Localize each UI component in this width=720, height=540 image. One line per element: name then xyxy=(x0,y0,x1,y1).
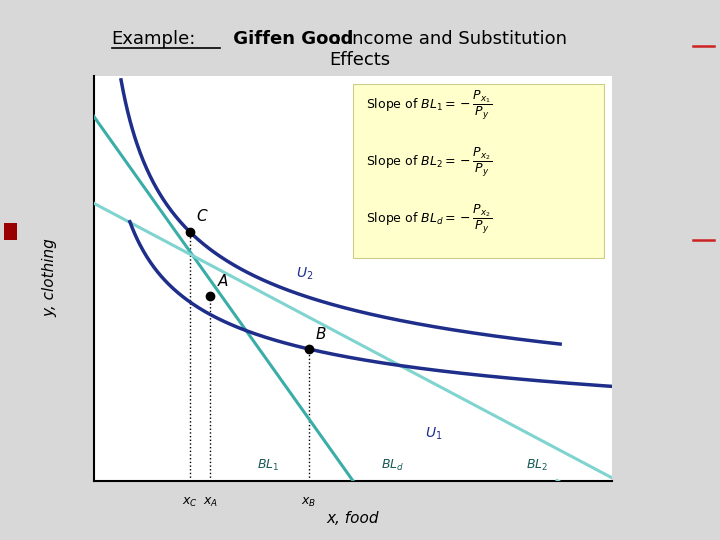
Text: Slope of $BL_1 = -\dfrac{P_{x_1}}{P_y}$: Slope of $BL_1 = -\dfrac{P_{x_1}}{P_y}$ xyxy=(366,89,492,122)
Text: $x_C$: $x_C$ xyxy=(181,496,197,509)
Text: $U_2$: $U_2$ xyxy=(296,266,313,282)
FancyBboxPatch shape xyxy=(353,84,604,258)
Text: $C$: $C$ xyxy=(197,208,209,225)
Text: Slope of $BL_2 = -\dfrac{P_{x_2}}{P_y}$: Slope of $BL_2 = -\dfrac{P_{x_2}}{P_y}$ xyxy=(366,146,492,179)
Text: $BL_d$: $BL_d$ xyxy=(382,458,405,474)
Text: Giffen Good: Giffen Good xyxy=(227,30,354,48)
Text: $U_1$: $U_1$ xyxy=(426,426,443,442)
Text: Effects: Effects xyxy=(330,51,390,69)
Text: $x_B$: $x_B$ xyxy=(301,496,316,509)
Text: Slope of $BL_d = -\dfrac{P_{x_2}}{P_y}$: Slope of $BL_d = -\dfrac{P_{x_2}}{P_y}$ xyxy=(366,202,492,235)
Text: $A$: $A$ xyxy=(217,273,229,289)
Text: $B$: $B$ xyxy=(315,326,327,342)
Text: x, food: x, food xyxy=(327,511,379,526)
Text: : Income and Substitution: : Income and Substitution xyxy=(335,30,567,48)
Text: Example:: Example: xyxy=(112,30,196,48)
Text: y, clothing: y, clothing xyxy=(42,239,57,318)
Text: $x_A$: $x_A$ xyxy=(203,496,217,509)
Text: $BL_2$: $BL_2$ xyxy=(526,458,549,474)
Text: $BL_1$: $BL_1$ xyxy=(257,458,279,474)
